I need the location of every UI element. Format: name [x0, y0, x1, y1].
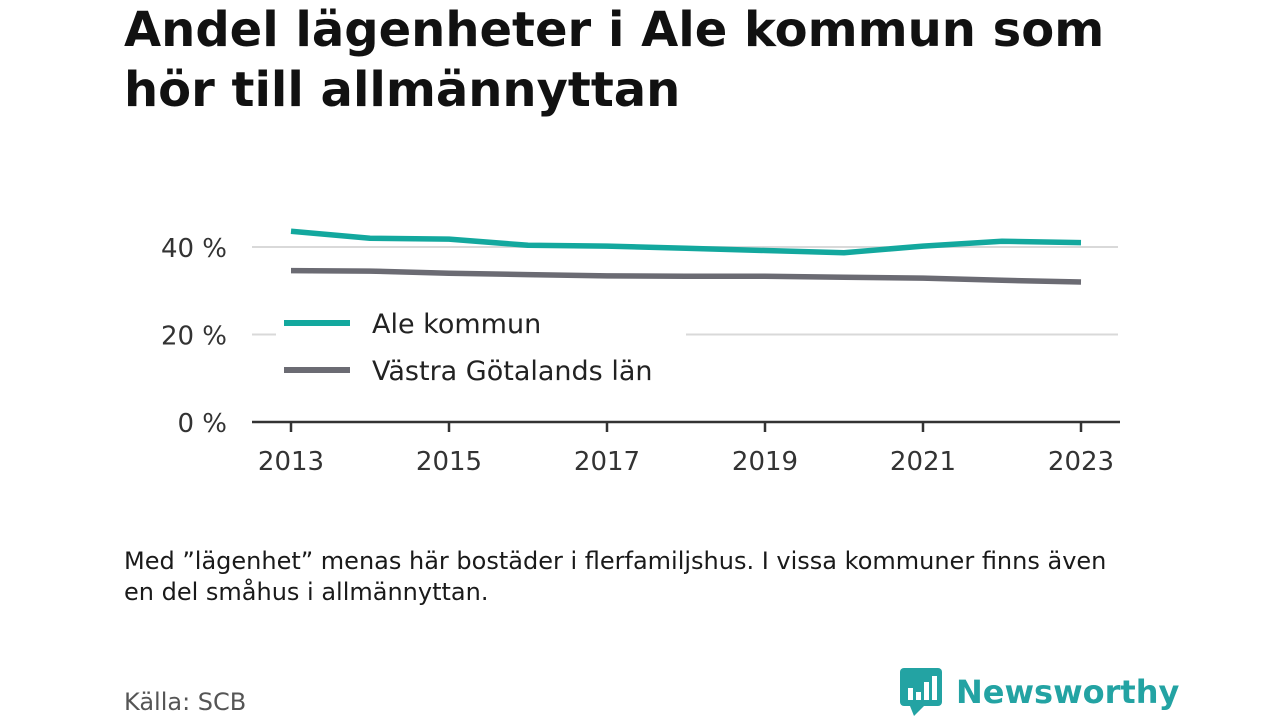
- x-tick-label: 2015: [416, 447, 482, 477]
- series-lines: [290, 228, 1082, 285]
- x-tick-label: 2019: [732, 447, 798, 477]
- brand-name: Newsworthy: [956, 673, 1180, 711]
- legend-background: [276, 300, 686, 400]
- legend-label: Ale kommun: [372, 309, 541, 340]
- legend: Ale kommun Västra Götalands län: [276, 300, 686, 400]
- x-axis: 2013 2015 2017 2019 2021 2023: [252, 420, 1120, 477]
- series-line: [290, 267, 1082, 285]
- x-tick-label: 2017: [574, 447, 640, 477]
- x-tick-label: 2023: [1048, 447, 1114, 477]
- y-tick-label: 20 %: [161, 322, 227, 352]
- y-tick-label: 40 %: [161, 234, 227, 264]
- x-tick-label: 2013: [258, 447, 324, 477]
- source-label: Källa: SCB: [124, 688, 247, 716]
- newsworthy-logo-icon: [900, 668, 942, 716]
- y-tick-label: 0 %: [177, 409, 227, 439]
- y-axis-ticks: 0 % 20 % 40 %: [161, 234, 227, 439]
- chart-title: Andel lägenheter i Ale kommun som hör ti…: [124, 2, 1105, 118]
- legend-label: Västra Götalands län: [372, 356, 652, 387]
- brand-logo: Newsworthy: [900, 668, 1179, 716]
- chart-note: Med ”lägenhet” menas här bostäder i fler…: [124, 547, 1107, 606]
- x-tick-label: 2021: [890, 447, 956, 477]
- series-line: [290, 228, 1082, 256]
